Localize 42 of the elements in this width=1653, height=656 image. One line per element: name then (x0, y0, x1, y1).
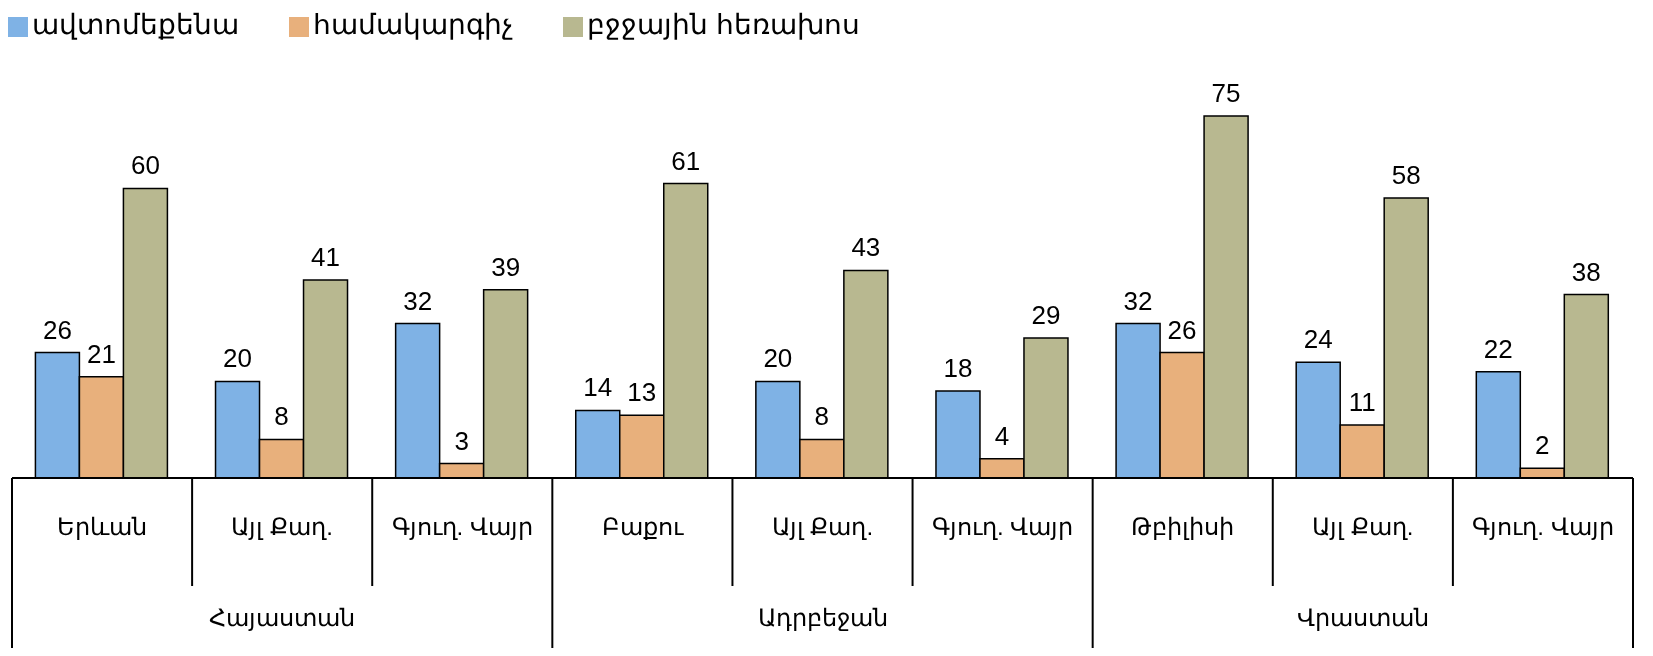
x-tick-label: Երևան (57, 513, 148, 541)
data-label: 8 (274, 401, 289, 432)
data-label: 26 (42, 314, 72, 345)
x-tick-label: Այլ Քաղ. (231, 513, 333, 541)
data-label: 8 (814, 401, 830, 432)
x-tick-label: Բաքու (601, 513, 684, 541)
data-label: 32 (1123, 285, 1153, 316)
text: Ադրբեջան (757, 604, 888, 631)
data-label: 20 (223, 343, 252, 374)
data-label: 26 (1167, 314, 1197, 345)
data-label: 14 (583, 372, 613, 403)
data-label: 13 (627, 377, 657, 408)
legend-label: բջջային հեռախոս (587, 9, 860, 40)
legend-label: համակարգիչ (313, 9, 513, 40)
data-label: 24 (1303, 324, 1333, 355)
data-label: 39 (491, 251, 521, 282)
data-label: 20 (763, 343, 793, 374)
data-label: 2 (1535, 430, 1550, 461)
data-label: 75 (1211, 78, 1241, 108)
x-tick-label: Գյուղ. Վայր (1472, 513, 1614, 541)
data-label: 32 (403, 285, 433, 316)
x-tick-label: Գյուղ. Վայր (391, 513, 533, 541)
data-label: 38 (1571, 256, 1601, 287)
data-label: 43 (851, 232, 881, 263)
x-tick-label: Այլ Քաղ. (1312, 513, 1414, 541)
data-label: 22 (1483, 333, 1513, 364)
data-label: 21 (86, 338, 116, 369)
data-label: 60 (130, 150, 160, 181)
legend-label: ավտոմեքենա (32, 9, 239, 40)
text: Հայաստան (209, 604, 356, 631)
data-label: 18 (943, 353, 973, 384)
data-label: 3 (454, 425, 469, 456)
data-label: 58 (1391, 160, 1421, 191)
data-label: 4 (994, 420, 1010, 451)
data-label: 41 (311, 242, 340, 273)
x-tick-label: Թբիլիսի (1131, 513, 1235, 541)
x-tick-label: Գյուղ. Վայր (931, 513, 1074, 541)
text: Վրաստան (1296, 604, 1429, 631)
data-label: 61 (671, 145, 701, 176)
data-label: 11 (1348, 386, 1376, 417)
x-tick-label: Այլ Քաղ. (771, 513, 874, 541)
data-label: 29 (1031, 300, 1061, 331)
